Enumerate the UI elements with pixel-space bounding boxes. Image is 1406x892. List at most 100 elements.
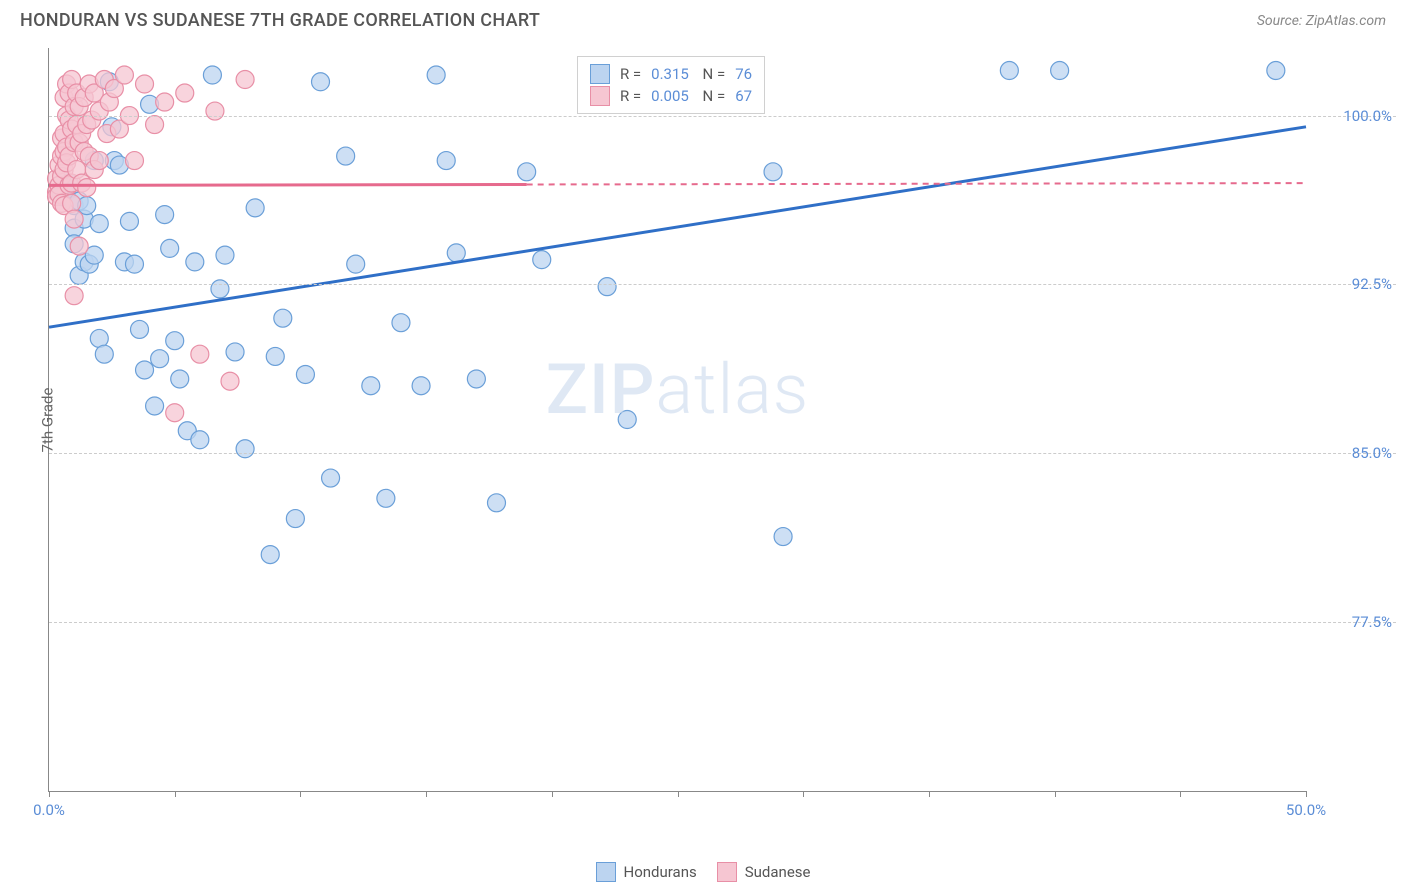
legend-n-label: N =: [699, 63, 725, 85]
data-point: [125, 152, 143, 170]
chart-title: HONDURAN VS SUDANESE 7TH GRADE CORRELATI…: [20, 10, 540, 31]
data-point: [1267, 62, 1285, 80]
legend-row: R = 0.005 N = 67: [590, 85, 752, 107]
data-point: [236, 440, 254, 458]
data-point: [70, 237, 88, 255]
data-point: [487, 494, 505, 512]
data-point: [115, 66, 133, 84]
trend-line: [49, 184, 527, 185]
data-point: [191, 345, 209, 363]
data-point: [146, 397, 164, 415]
data-point: [618, 411, 636, 429]
data-point: [125, 255, 143, 273]
data-point: [90, 152, 108, 170]
data-point: [78, 179, 96, 197]
legend-item: Sudanese: [717, 862, 811, 882]
legend-swatch: [590, 64, 610, 84]
y-tick-label: 77.5%: [1312, 613, 1392, 631]
legend-item: Hondurans: [596, 862, 697, 882]
legend-r-label: R =: [620, 63, 641, 85]
data-point: [467, 370, 485, 388]
data-point: [392, 314, 410, 332]
data-point: [186, 253, 204, 271]
x-tick: [175, 791, 176, 797]
legend-row: R =0.315 N =76: [590, 63, 752, 85]
data-point: [598, 278, 616, 296]
gridline-h: [49, 284, 1396, 285]
data-point: [156, 206, 174, 224]
data-point: [533, 251, 551, 269]
trend-line-extrapolated: [527, 183, 1306, 184]
data-point: [90, 215, 108, 233]
y-tick-label: 92.5%: [1312, 275, 1392, 293]
data-point: [377, 489, 395, 507]
data-point: [427, 66, 445, 84]
data-point: [266, 347, 284, 365]
data-point: [286, 510, 304, 528]
y-tick-label: 85.0%: [1312, 444, 1392, 462]
legend-r-value: 0.315: [651, 63, 689, 85]
legend-swatch: [596, 862, 616, 882]
legend-swatch: [717, 862, 737, 882]
data-point: [337, 147, 355, 165]
trend-line: [49, 127, 1306, 327]
data-point: [65, 210, 83, 228]
data-point: [1000, 62, 1018, 80]
data-point: [63, 194, 81, 212]
data-point: [95, 345, 113, 363]
data-point: [171, 370, 189, 388]
x-tick: [300, 791, 301, 797]
data-point: [518, 163, 536, 181]
data-point: [312, 73, 330, 91]
data-point: [412, 377, 430, 395]
data-point: [236, 71, 254, 89]
legend-label: Hondurans: [624, 863, 697, 881]
data-point: [156, 93, 174, 111]
gridline-h: [49, 622, 1396, 623]
data-point: [166, 404, 184, 422]
x-tick: [426, 791, 427, 797]
x-tick: [49, 791, 50, 797]
data-point: [347, 255, 365, 273]
x-tick-label: 50.0%: [1286, 801, 1326, 819]
data-point: [120, 212, 138, 230]
data-point: [136, 75, 154, 93]
chart-container: 7th Grade ZIPatlas R =0.315 N =76R =0.00…: [48, 48, 1396, 832]
data-point: [203, 66, 221, 84]
source-attribution: Source: ZipAtlas.com: [1257, 13, 1386, 29]
data-point: [166, 332, 184, 350]
legend-n-value: 67: [735, 85, 752, 107]
x-tick: [1180, 791, 1181, 797]
data-point: [136, 361, 154, 379]
x-tick: [1306, 791, 1307, 797]
data-point: [161, 239, 179, 257]
data-point: [261, 546, 279, 564]
data-point: [146, 116, 164, 134]
scatter-plot-svg: [49, 48, 1306, 791]
data-point: [221, 372, 239, 390]
gridline-h: [49, 453, 1396, 454]
correlation-legend: R =0.315 N =76R =0.005 N =67: [577, 56, 765, 114]
y-tick-label: 100.0%: [1312, 107, 1392, 125]
x-tick-label: 0.0%: [33, 801, 65, 819]
legend-swatch: [590, 86, 610, 106]
x-tick: [929, 791, 930, 797]
data-point: [437, 152, 455, 170]
x-tick: [552, 791, 553, 797]
legend-n-label: N =: [699, 85, 725, 107]
data-point: [362, 377, 380, 395]
data-point: [191, 431, 209, 449]
x-tick: [1055, 791, 1056, 797]
gridline-h: [49, 116, 1396, 117]
data-point: [246, 199, 264, 217]
series-legend: Hondurans Sudanese: [0, 862, 1406, 882]
plot-area: 7th Grade ZIPatlas R =0.315 N =76R =0.00…: [48, 48, 1306, 792]
data-point: [447, 244, 465, 262]
legend-r-value: 0.005: [651, 85, 689, 107]
data-point: [131, 320, 149, 338]
data-point: [764, 163, 782, 181]
data-point: [322, 469, 340, 487]
legend-r-label: R =: [620, 85, 641, 107]
data-point: [151, 350, 169, 368]
data-point: [176, 84, 194, 102]
